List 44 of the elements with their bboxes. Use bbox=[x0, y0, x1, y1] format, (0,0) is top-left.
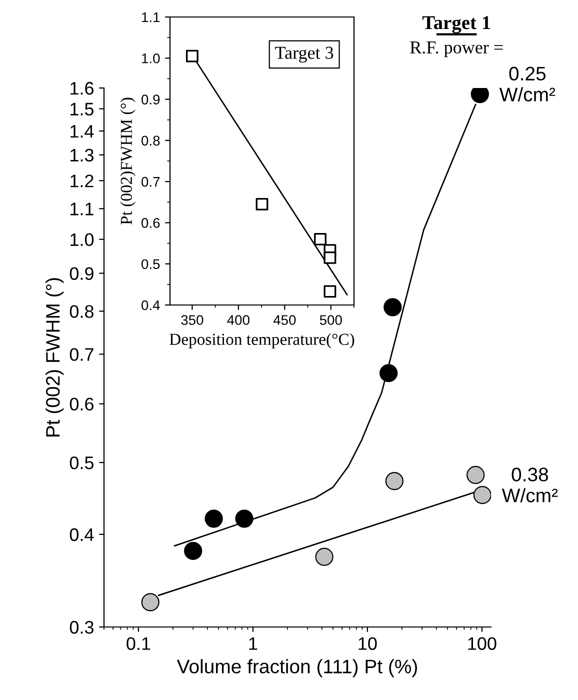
x-tick-label: 1 bbox=[249, 637, 258, 650]
y-tick-label: 1.0 bbox=[142, 53, 160, 64]
point bbox=[324, 251, 336, 264]
y-tick-label: 0.3 bbox=[70, 620, 94, 634]
y-tick-label: 1.5 bbox=[70, 102, 94, 116]
y-tick-label: 0.4 bbox=[142, 300, 160, 310]
y-tick-label: 1.6 bbox=[70, 82, 94, 95]
y-tick-label: 1.3 bbox=[70, 148, 94, 162]
x-tick-label: 350 bbox=[181, 315, 204, 325]
point bbox=[256, 198, 268, 210]
annotation: Target 3 bbox=[275, 46, 334, 63]
x-tick-label: 450 bbox=[273, 315, 296, 325]
y-tick-label: 1.0 bbox=[70, 233, 94, 246]
series-label: 0.25 W/cm² bbox=[499, 66, 556, 102]
y-tick-label: 0.7 bbox=[70, 348, 94, 361]
x-tick-label: 10 bbox=[358, 637, 377, 650]
y-tick-label: 0.4 bbox=[70, 528, 94, 542]
y-tick-label: 0.8 bbox=[142, 136, 160, 146]
x-tick-label: 500 bbox=[320, 315, 342, 325]
text: R.F. power = bbox=[410, 42, 503, 58]
y-tick-label: 1.4 bbox=[70, 125, 94, 138]
y-tick-label: 0.8 bbox=[70, 305, 94, 318]
x-tick-label: 100 bbox=[468, 637, 496, 650]
x-tick-label: 400 bbox=[227, 315, 250, 325]
point bbox=[324, 285, 336, 298]
x-axis-title: Volume fraction (111) Pt (%) bbox=[176, 659, 417, 678]
text: Target 1 bbox=[422, 16, 490, 34]
point bbox=[314, 232, 326, 246]
y-tick-label: 0.6 bbox=[70, 398, 94, 411]
y-tick-label: 0.9 bbox=[70, 267, 94, 280]
x-axis-title: Deposition temperature(°C) bbox=[170, 333, 354, 348]
y-tick-label: 0.7 bbox=[142, 176, 160, 187]
y-tick-label: 1.1 bbox=[70, 202, 94, 216]
series-label: 0.38 W/cm² bbox=[502, 468, 558, 502]
y-tick-label: 1.1 bbox=[142, 12, 160, 22]
x-tick-label: 0.1 bbox=[126, 637, 150, 650]
y-tick-label: 0.6 bbox=[142, 218, 160, 228]
y-tick-label: 0.5 bbox=[142, 259, 160, 270]
y-tick-label: 0.5 bbox=[70, 456, 94, 470]
y-axis-title: Pt (002)FWHM (°) bbox=[120, 98, 136, 224]
point bbox=[186, 50, 198, 62]
y-tick-label: 0.9 bbox=[142, 94, 160, 104]
y-axis-title: Pt (002) FWHM (°) bbox=[46, 278, 64, 436]
y-tick-label: 1.2 bbox=[70, 174, 94, 188]
